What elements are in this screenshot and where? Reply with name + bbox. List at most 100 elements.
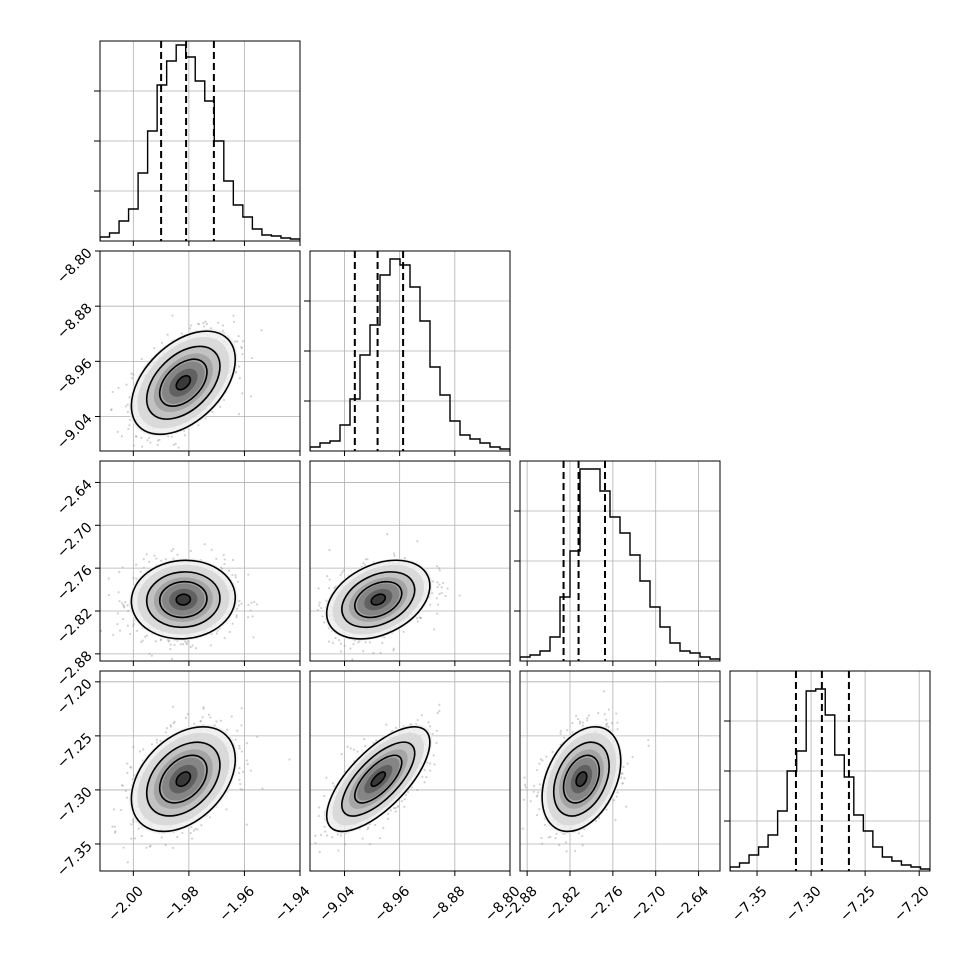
scatter-point [125, 383, 128, 386]
histogram-2 [520, 468, 720, 661]
scatter-point [432, 628, 436, 631]
scatter-point [110, 408, 113, 411]
scatter-point [381, 641, 384, 644]
scatter-point [328, 578, 331, 581]
scatter-point [89, 599, 91, 601]
contour-3-1-3 [370, 771, 387, 788]
scatter-point [112, 633, 115, 637]
scatter-point [361, 837, 364, 840]
scatter-point [215, 632, 218, 635]
scatter-point [209, 644, 212, 647]
scatter-point [169, 724, 172, 727]
scatter-point [226, 728, 229, 731]
scatter-point [256, 735, 259, 738]
contour-1-0-3 [175, 374, 192, 391]
scatter-point [189, 645, 192, 649]
scatter-point [581, 835, 584, 838]
scatter-point [362, 649, 365, 653]
scatter-point [116, 430, 119, 433]
scatter-point [221, 324, 225, 327]
scatter-point [174, 442, 177, 445]
scatter-point [176, 835, 179, 839]
scatter-point [430, 592, 434, 595]
scatter-point [129, 766, 133, 769]
scatter-point [209, 716, 212, 719]
scatter-point [150, 654, 153, 657]
scatter-point [238, 377, 241, 380]
scatter-point [349, 647, 352, 650]
scatter-point [155, 738, 159, 741]
scatter-point [241, 340, 245, 343]
scatter-point [142, 566, 146, 569]
scatter-point [107, 577, 110, 580]
scatter-point [236, 340, 239, 343]
scatter-point [179, 643, 183, 646]
scatter-point [396, 806, 399, 809]
panel-1-0 [95, 250, 301, 456]
scatter-point [176, 553, 179, 556]
scatter-point [338, 639, 341, 642]
scatter-point [138, 750, 142, 753]
scatter-point [240, 750, 243, 753]
scatter-point [130, 372, 133, 375]
scatter-point [344, 843, 347, 846]
scatter-point [177, 446, 180, 449]
scatter-point [341, 571, 344, 574]
scatter-point [169, 643, 172, 646]
scatter-point [378, 837, 382, 840]
scatter-point [238, 744, 241, 747]
scatter-point [133, 837, 137, 840]
scatter-point [394, 810, 397, 813]
scatter-point [574, 714, 578, 717]
scatter-point [318, 601, 321, 604]
scatter-point [190, 826, 193, 829]
scatter-point [128, 418, 131, 422]
scatter-point [187, 640, 190, 643]
density-band [371, 771, 386, 787]
scatter-point [339, 834, 342, 837]
scatter-point [202, 706, 205, 709]
scatter-point [166, 333, 169, 336]
scatter-point [222, 553, 225, 557]
scatter-point [204, 417, 207, 420]
scatter-point [140, 640, 143, 644]
scatter-point [237, 365, 241, 368]
scatter-point [352, 748, 355, 751]
scatter-point [197, 424, 200, 427]
scatter-point [145, 846, 148, 849]
scatter-point [172, 443, 175, 446]
scatter-point [240, 707, 243, 710]
scatter-point [107, 593, 111, 597]
scatter-point [189, 327, 192, 330]
scatter-point [540, 842, 544, 845]
scatter-point [383, 636, 386, 639]
panel-3-2 [519, 670, 721, 876]
scatter-point [110, 408, 113, 411]
scatter-point [321, 615, 324, 618]
scatter-point [418, 616, 421, 619]
scatter-point [246, 763, 249, 766]
scatter-point [343, 644, 346, 647]
scatter-point [621, 782, 624, 785]
histogram-1 [310, 258, 510, 451]
scatter-point [203, 543, 206, 546]
scatter-point [288, 758, 291, 761]
scatter-point [331, 782, 334, 785]
panel-frame [99, 460, 301, 662]
scatter-point [429, 603, 432, 606]
scatter-point [148, 652, 151, 655]
scatter-point [159, 638, 162, 641]
scatter-point [437, 567, 440, 570]
scatter-point [192, 829, 195, 832]
scatter-point [130, 823, 133, 826]
scatter-point [196, 322, 200, 325]
scatter-point [186, 712, 189, 716]
scatter-point [260, 329, 263, 332]
scatter-point [382, 826, 385, 830]
scatter-point [145, 553, 148, 556]
scatter-point [392, 552, 396, 555]
scatter-point [208, 816, 212, 819]
scatter-point [159, 739, 162, 742]
scatter-point [576, 718, 580, 721]
scatter-point [438, 592, 441, 596]
